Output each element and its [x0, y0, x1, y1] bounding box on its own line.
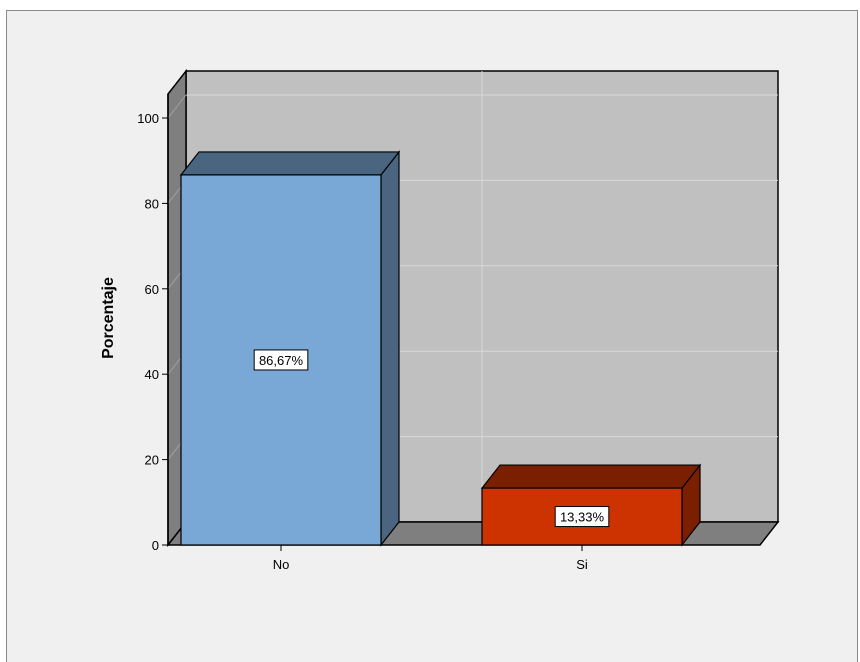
y-tick-label: 0: [152, 538, 159, 553]
labels: 86,67% 13,33%: [253, 349, 610, 528]
y-axis: 0 20 40 60 80 100 No Si: [137, 94, 588, 572]
bar-side: [380, 150, 400, 547]
x-tick-label: Si: [576, 557, 588, 572]
data-label-box: 13,33%: [554, 506, 610, 528]
data-label-bg: [554, 506, 610, 528]
y-tick-label: 60: [145, 282, 159, 297]
y-tick-label: 20: [145, 453, 159, 468]
data-label-box: 86,67%: [253, 349, 309, 371]
y-tick-label: 100: [137, 111, 159, 126]
x-tick-label: No: [273, 557, 290, 572]
y-axis-label: Porcentaje: [100, 277, 117, 359]
bar-top: [179, 151, 401, 176]
bar-top: [480, 464, 702, 489]
gridline-side: [167, 94, 187, 119]
data-label-bg: [253, 349, 309, 371]
data-label: 13,33%: [560, 510, 605, 525]
data-label: 86,67%: [259, 353, 304, 368]
y-tick-label: 80: [145, 196, 159, 211]
y-tick-label: 40: [145, 367, 159, 382]
